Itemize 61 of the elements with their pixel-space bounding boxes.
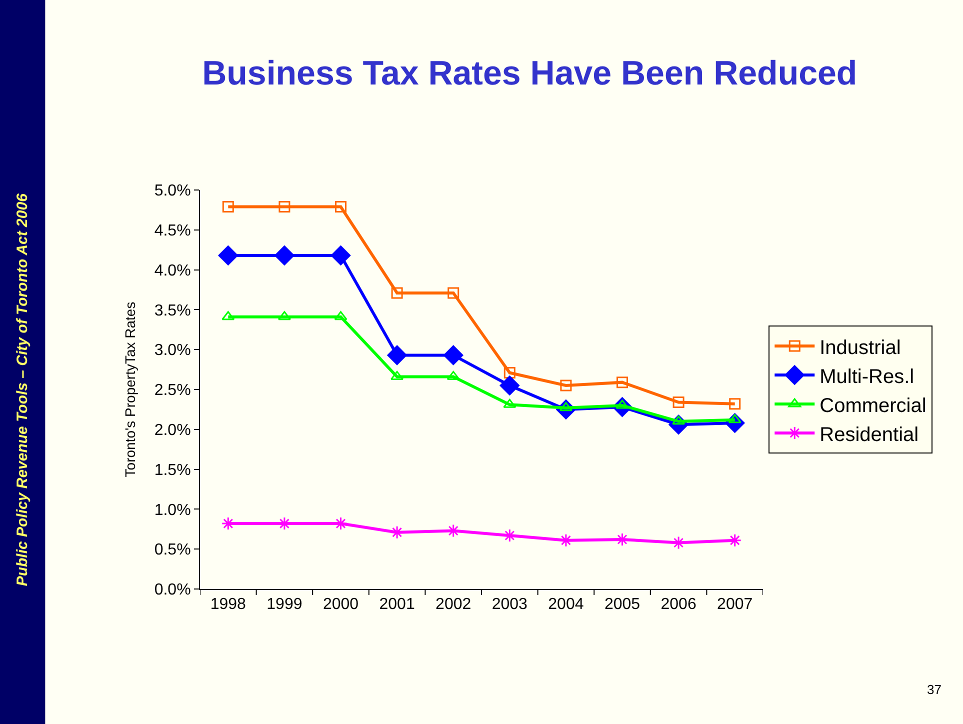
legend-label: Residential — [820, 424, 919, 446]
point — [616, 532, 629, 546]
x-tick-label: 1999 — [266, 596, 302, 614]
x-tick-label: 1998 — [210, 596, 246, 614]
y-tick-label: 0.5% — [154, 542, 191, 559]
y-tick-label: 4.0% — [154, 262, 191, 280]
y-tick-label: 3.5% — [154, 302, 191, 320]
point — [274, 246, 294, 266]
legend-label: Industrial — [820, 336, 901, 359]
text: 37 — [927, 682, 942, 697]
point — [448, 287, 460, 299]
point — [503, 398, 516, 408]
point — [335, 201, 346, 213]
y-tick-label: 1.0% — [154, 502, 191, 519]
y-tick-label: 2.0% — [154, 422, 191, 439]
point — [672, 536, 686, 550]
point — [334, 516, 348, 530]
point — [446, 524, 460, 538]
point — [729, 398, 741, 410]
x-tick-label: 2000 — [322, 596, 359, 614]
x-tick-label: 2002 — [436, 596, 472, 614]
point — [446, 370, 460, 380]
point — [222, 311, 235, 320]
x-tick-label: 2005 — [604, 596, 640, 614]
point — [390, 526, 404, 540]
point — [444, 345, 464, 366]
point — [728, 534, 742, 548]
point — [502, 528, 516, 542]
point — [222, 201, 234, 213]
point — [278, 516, 292, 530]
y-tick-label: 2.5% — [154, 382, 191, 400]
y-tick-label: 1.5% — [154, 462, 191, 479]
x-tick-label: 2007 — [717, 596, 753, 614]
point — [504, 366, 516, 378]
point — [334, 311, 348, 320]
x-tick-label: 2006 — [660, 596, 696, 614]
y-tick-label: 3.0% — [154, 342, 191, 360]
point — [500, 376, 520, 396]
point — [278, 201, 290, 213]
y-tick-label: 5.0% — [154, 182, 191, 200]
y-axis-title: Toronto's PropertyTax Rates — [122, 302, 138, 478]
point — [221, 516, 235, 530]
text: Public Policy Revenue Tools – City of Toronto Act 2006 — [14, 192, 32, 586]
chart-title: Business Tax Rates Have Been Reduced — [202, 54, 858, 92]
y-tick-label: 0.0% — [154, 582, 191, 599]
point — [278, 311, 291, 320]
point — [391, 287, 403, 299]
point — [672, 396, 684, 408]
legend-label: Commercial — [820, 394, 926, 417]
x-tick-label: 2001 — [379, 596, 415, 614]
point — [616, 376, 628, 388]
point — [559, 534, 573, 548]
point — [390, 370, 404, 380]
legend-label: Multi-Res.l — [820, 366, 914, 388]
point — [218, 246, 238, 266]
point — [330, 246, 351, 266]
y-tick-label: 4.5% — [154, 222, 191, 240]
point — [560, 380, 572, 392]
point — [387, 345, 407, 366]
x-tick-label: 2004 — [548, 596, 584, 614]
x-tick-label: 2003 — [492, 596, 528, 614]
